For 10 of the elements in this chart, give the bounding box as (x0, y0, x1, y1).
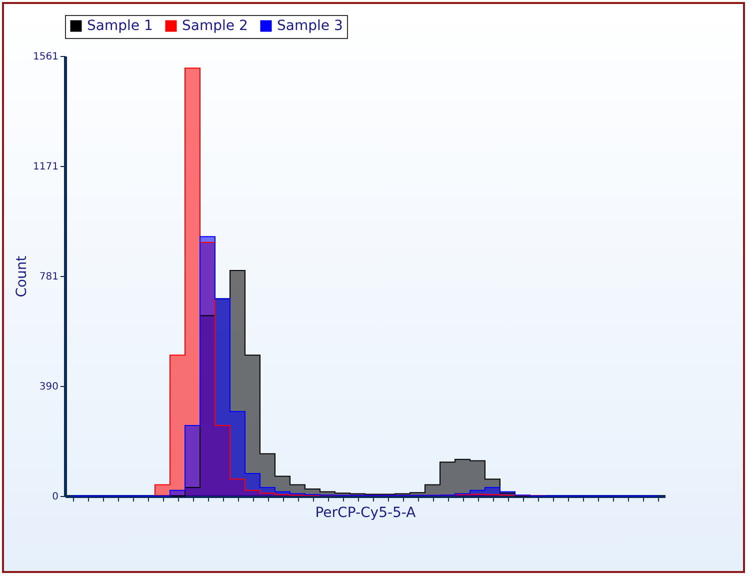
y-tick-label: 1171 (33, 161, 58, 172)
y-tick-label: 1561 (33, 52, 58, 62)
legend-label: Sample 1 (87, 18, 153, 34)
y-tick-label: 781 (39, 271, 58, 282)
y-tick-label: 390 (39, 382, 58, 393)
y-axis-title: Count (14, 255, 30, 298)
x-axis-title: PerCP-Cy5-5-A (315, 505, 416, 521)
legend-label: Sample 2 (182, 18, 248, 34)
y-tick-label: 0 (52, 492, 58, 502)
legend-label: Sample 3 (277, 18, 343, 34)
